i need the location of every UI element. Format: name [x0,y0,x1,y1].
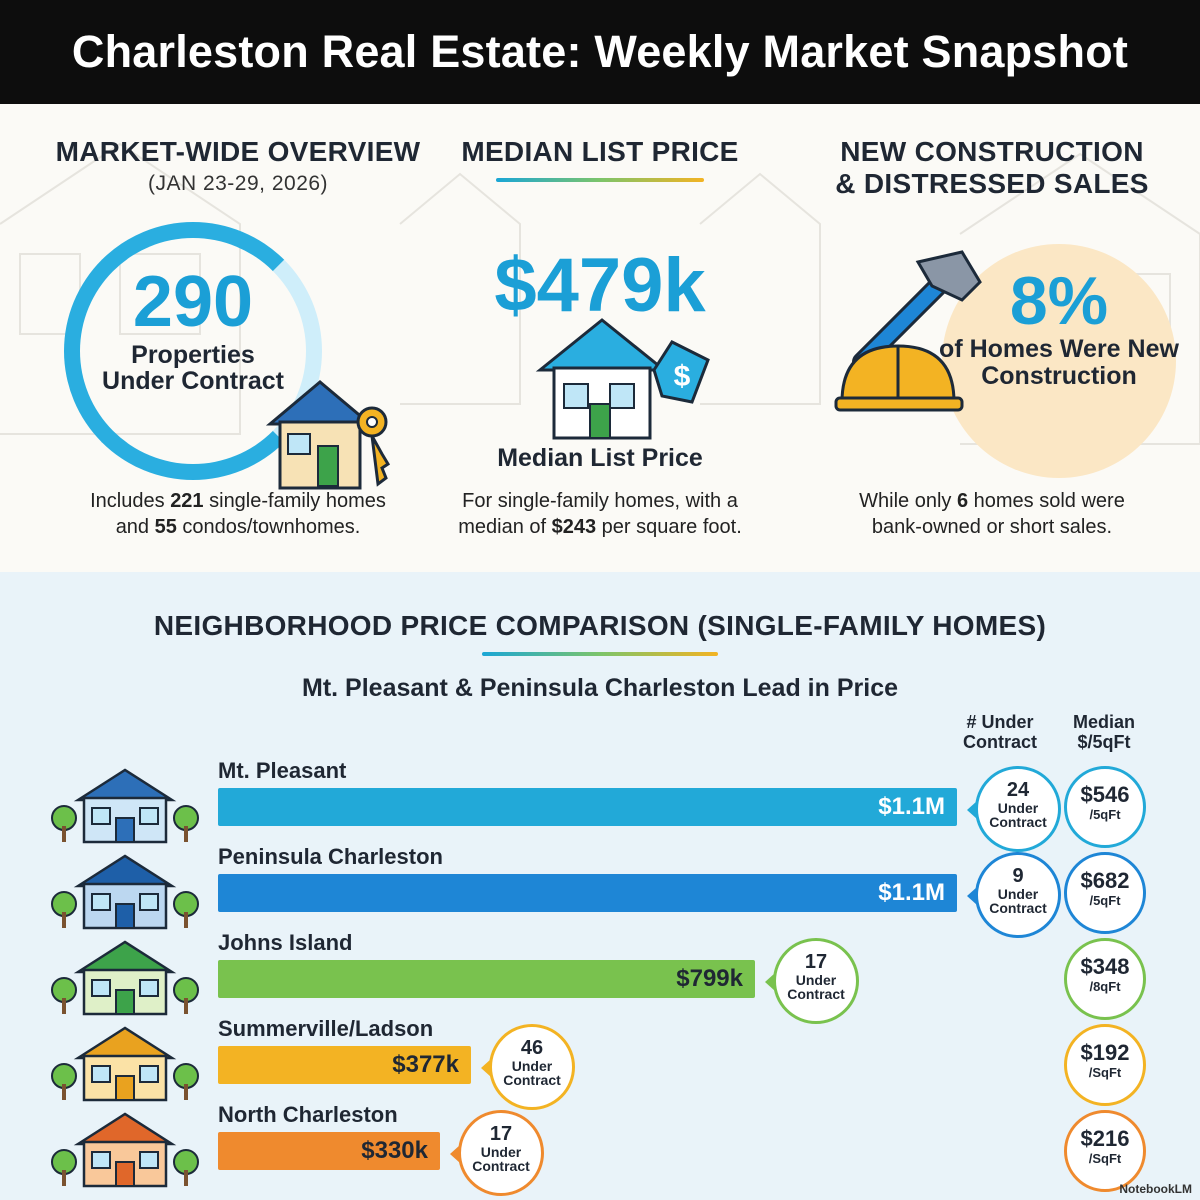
bar-value-label: $1.1M [878,793,945,820]
table-row: Johns Island $799k 17 Under Contract $348/8q… [0,930,1200,1024]
under-contract-bubble: 17 Under Contract [450,1110,544,1196]
price-per-sqft-unit: /5qFt [1089,893,1121,908]
under-contract-bubble: 46 Under Contract [481,1024,575,1110]
price-per-sqft-unit: /SqFt [1088,1151,1122,1166]
top-panels: MARKET-WIDE OVERVIEW (JAN 23-29, 2026) 2… [0,104,1200,572]
under-contract-count: 46 [520,1037,544,1059]
price-bar: $377k [218,1046,471,1084]
comparison-underline [482,652,718,656]
comparison-section: NEIGHBORHOOD PRICE COMPARISON (SINGLE-FA… [0,572,1200,1200]
price-bar: $1.1M [218,874,957,912]
brand-label: NotebookLM [1119,1182,1192,1196]
bar-value-label: $330k [361,1137,428,1164]
construction-percent: 8% [1009,263,1109,339]
under-contract-bubble: 17 Under Contract [765,938,859,1024]
bar-value-label: $1.1M [878,879,945,906]
neighborhood-house-icon [51,768,199,844]
construction-label: of Homes Were New Construction [939,335,1179,390]
overview-footnote: Includes 221 single-family homes and 55 … [90,490,386,538]
neighborhood-name: Peninsula Charleston [218,844,443,869]
price-per-sqft-unit: /8qFt [1089,979,1121,994]
construction-title-line1: NEW CONSTRUCTION [840,136,1144,167]
overview-title: MARKET-WIDE OVERVIEW [55,136,421,167]
price-bar: $1.1M [218,788,957,826]
construction-footnote: While only 6 homes sold were bank-owned … [859,490,1125,538]
price-bar: $799k [218,960,755,998]
price-per-sqft-value: $348 [1080,954,1130,979]
table-row: North Charleston $330k 17 Under Contract $21… [0,1102,1200,1196]
under-contract-label: Under Contract [787,972,845,1002]
price-per-sqft-value: $546 [1080,782,1130,807]
table-row: Summerville/Ladson $377k 46 Under Contract $… [0,1016,1200,1110]
under-contract-bubble: 24 Under Contract [967,766,1061,852]
price-per-sqft-value: $682 [1080,868,1130,893]
svg-text:$: $ [674,360,691,393]
overview-panel: MARKET-WIDE OVERVIEW (JAN 23-29, 2026) 2… [28,104,448,572]
page-title: Charleston Real Estate: Weekly Market Sn… [71,26,1129,77]
median-footnote: For single-family homes, with a median o… [458,490,742,538]
overview-number: 290 [132,262,254,342]
neighborhood-house-icon [51,1112,199,1188]
price-per-sqft-bubble: $682/5qFt [1064,852,1146,934]
col-header-median-sqft: Median $/5qFt [1072,712,1135,752]
price-bar: $330k [218,1132,440,1170]
under-contract-count: 24 [1006,779,1030,801]
neighborhood-house-icon [51,854,199,930]
price-per-sqft-bubble: $546/5qFt [1064,766,1146,848]
neighborhood-house-icon [51,940,199,1016]
overview-label: Properties Under Contract [102,341,284,395]
under-contract-label: Under Contract [989,800,1047,830]
neighborhood-name: Mt. Pleasant [218,758,347,783]
median-price-value: $479k [494,243,706,328]
comparison-title: NEIGHBORHOOD PRICE COMPARISON (SINGLE-FA… [153,610,1047,641]
median-price-label: Median List Price [497,444,703,472]
under-contract-count: 17 [804,951,828,973]
under-contract-label: Under Contract [989,886,1047,916]
median-title: MEDIAN LIST PRICE [461,136,739,167]
price-per-sqft-bubble: $192/SqFt [1064,1024,1146,1106]
house-key-icon [265,380,391,490]
price-per-sqft-unit: /5qFt [1089,807,1121,822]
price-per-sqft-bubble: $216/SqFt [1064,1110,1146,1192]
table-row: Peninsula Charleston $1.1M 9 Under Contract… [0,844,1200,938]
comparison-subtitle: Mt. Pleasant & Peninsula Charleston Lead… [302,674,898,702]
median-underline [496,178,704,182]
construction-panel: NEW CONSTRUCTION & DISTRESSED SALES 8% o… [792,104,1192,572]
under-contract-bubble: 9 Under Contract [967,852,1061,938]
price-per-sqft-bubble: $348/8qFt [1064,938,1146,1020]
neighborhood-house-icon [51,1026,199,1102]
hammer-hardhat-icon [834,250,982,412]
neighborhood-name: Summerville/Ladson [218,1016,434,1041]
bar-value-label: $799k [676,965,743,992]
neighborhood-name: Johns Island [218,930,353,955]
price-per-sqft-unit: /SqFt [1088,1065,1122,1080]
under-contract-count: 17 [489,1123,513,1145]
under-contract-label: Under Contract [503,1058,561,1088]
house-price-tag-icon: $ [535,318,710,440]
price-per-sqft-value: $192 [1080,1040,1130,1065]
overview-dates: (JAN 23-29, 2026) [147,172,329,195]
neighborhood-name: North Charleston [218,1102,398,1127]
header-bar: Charleston Real Estate: Weekly Market Sn… [0,0,1200,104]
bar-value-label: $377k [392,1051,459,1078]
table-row: Mt. Pleasant $1.1M 24 Under Contract $546/5q… [0,758,1200,852]
under-contract-count: 9 [1012,865,1024,887]
median-panel: MEDIAN LIST PRICE $479k $ Median List Pr… [440,104,760,572]
price-per-sqft-value: $216 [1080,1126,1130,1151]
col-header-under-contract: # Under Contract [962,712,1037,752]
construction-title-line2: & DISTRESSED SALES [835,168,1149,199]
under-contract-label: Under Contract [472,1144,530,1174]
